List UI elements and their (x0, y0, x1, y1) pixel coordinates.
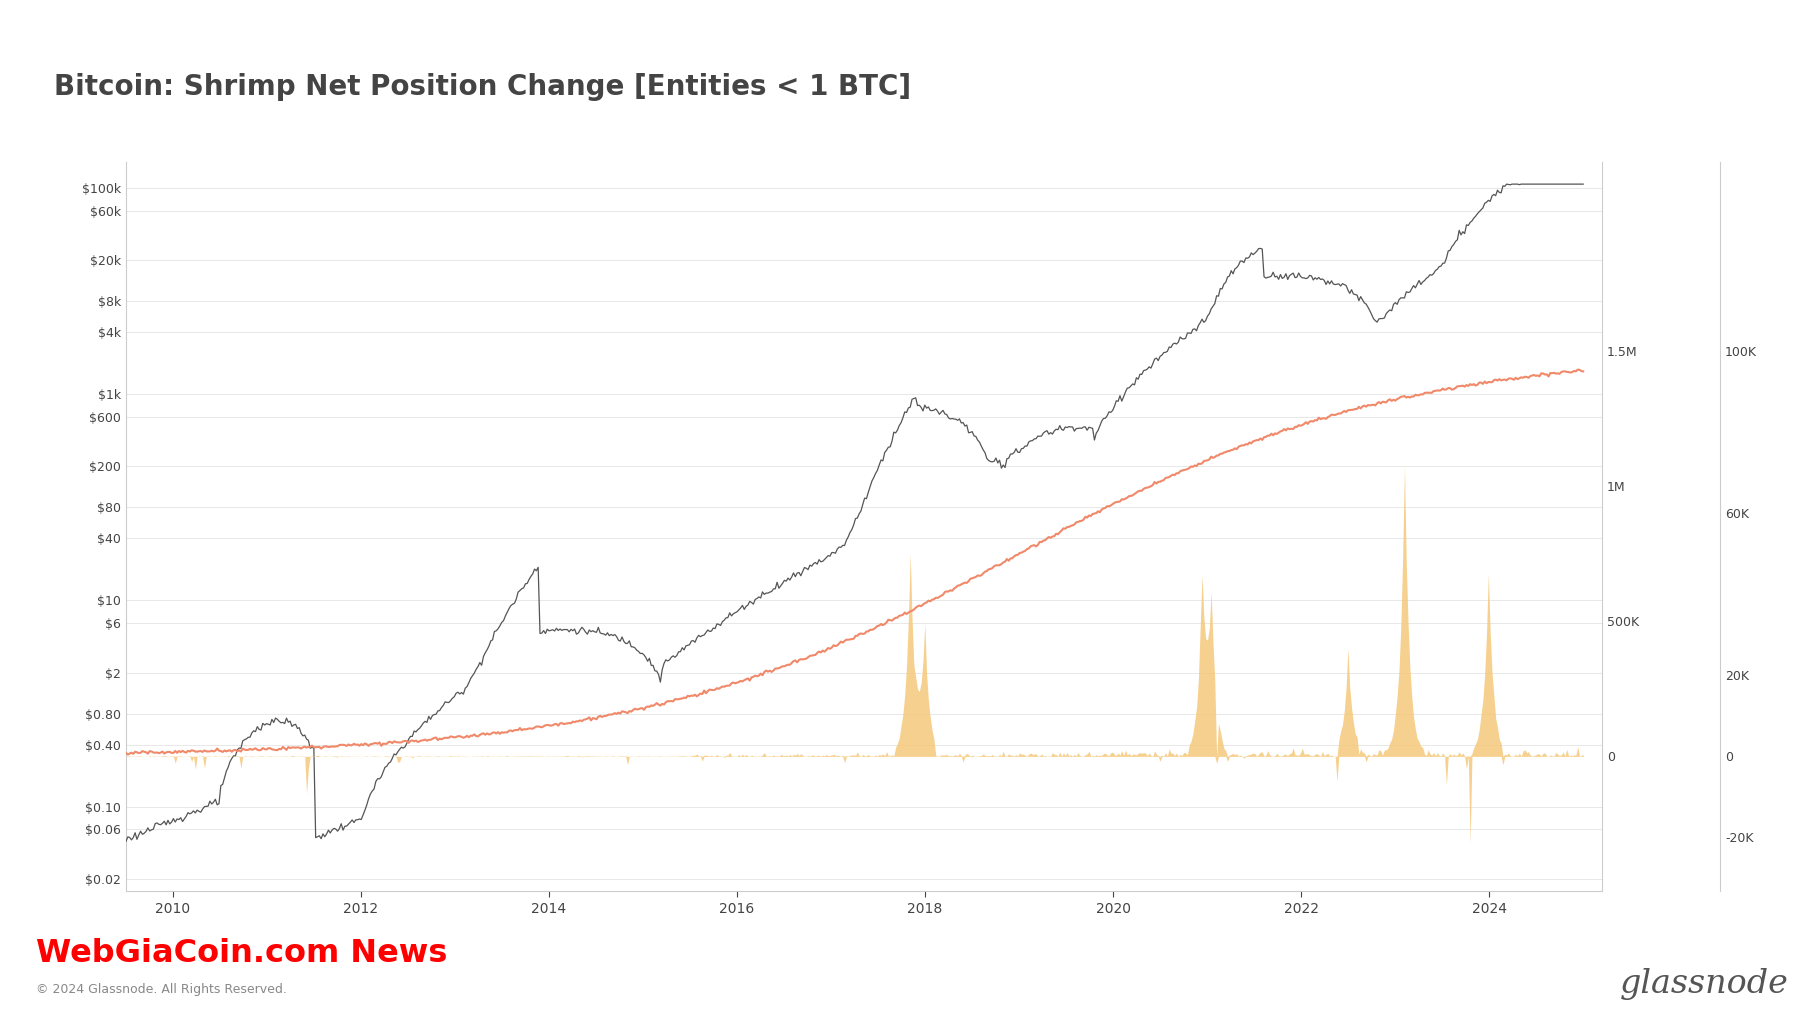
Text: © 2024 Glassnode. All Rights Reserved.: © 2024 Glassnode. All Rights Reserved. (36, 983, 286, 996)
Text: Bitcoin: Shrimp Net Position Change [Entities < 1 BTC]: Bitcoin: Shrimp Net Position Change [Ent… (54, 73, 911, 101)
Text: WebGiaCoin.com News: WebGiaCoin.com News (36, 938, 448, 969)
Text: glassnode: glassnode (1620, 967, 1789, 1000)
